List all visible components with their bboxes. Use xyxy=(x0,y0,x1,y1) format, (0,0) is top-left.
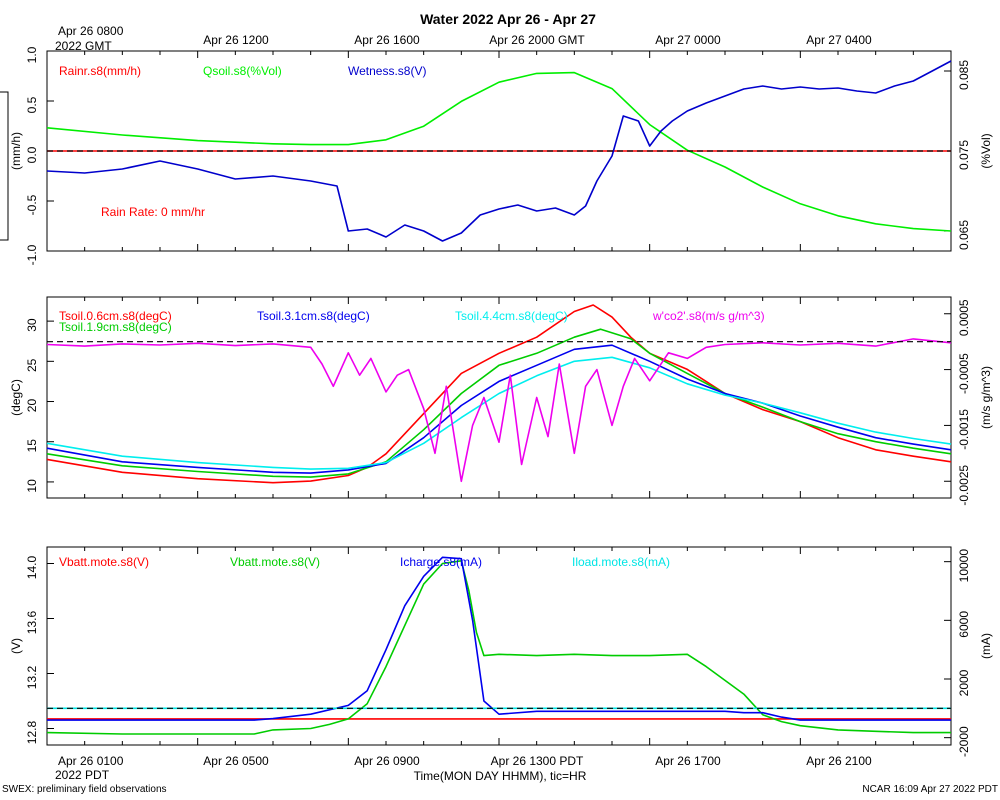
top-start-label-1: Apr 26 0800 xyxy=(58,24,124,38)
legend-label-3: Tsoil.4.4cm.s8(degC) xyxy=(455,309,568,323)
legend-label-2: Icharge.s8(mA) xyxy=(400,555,482,569)
legend-label-0: Vbatt.mote.s8(V) xyxy=(59,555,149,569)
top-tick-label-0000: Apr 27 0000 xyxy=(655,33,721,47)
y-left-tick-label: -0.5 xyxy=(25,194,39,215)
bottom-start-label-1: Apr 26 0100 xyxy=(58,754,124,768)
y-right-tick-label: 0.065 xyxy=(957,220,971,250)
y-right-axis-title: (%Vol) xyxy=(979,133,993,168)
top-start-label-2: 2022 GMT xyxy=(55,39,112,53)
y-right-tick-label: 0.085 xyxy=(957,60,971,90)
bottom-tick-label-1300: Apr 26 1300 PDT xyxy=(491,754,584,768)
legend-label-2: Wetness.s8(V) xyxy=(348,64,426,78)
top-tick-label-0400: Apr 27 0400 xyxy=(806,33,872,47)
rain-rate-annotation: Rain Rate: 0 mm/hr xyxy=(101,205,205,219)
y-left-axis-title: (degC) xyxy=(9,379,23,416)
plot-frame xyxy=(46,546,952,746)
legend-label-1: Tsoil.1.9cm.s8(degC) xyxy=(59,320,172,334)
y-right-tick-label: 6000 xyxy=(957,611,971,638)
series-line-2 xyxy=(47,556,951,721)
bottom-tick-label-0900: Apr 26 0900 xyxy=(354,754,420,768)
series-line-1 xyxy=(46,328,952,478)
y-left-tick-label: 20 xyxy=(25,399,39,413)
panel-water: 1.0 0.5 0.0 -0.5 -1.0 0.085 0.075 0.065 (mm/h) (%… xyxy=(9,46,993,265)
y-right-tick-label: 10000 xyxy=(957,549,971,583)
y-right-tick-label: -0.0025 xyxy=(957,465,971,506)
y-left-tick-label: 12.8 xyxy=(25,720,39,744)
chart-title: Water 2022 Apr 26 - Apr 27 xyxy=(420,11,596,27)
y-right-tick-label: 0.075 xyxy=(957,140,971,170)
y-left-tick-label: 25 xyxy=(25,358,39,372)
y-right-tick-label: -0.0005 xyxy=(957,353,971,394)
legend-label-3: Iload.mote.s8(mA) xyxy=(572,555,670,569)
y-left-tick-label: 10 xyxy=(25,479,39,493)
y-left-tick-label: 0.5 xyxy=(25,96,39,113)
series-line-2 xyxy=(46,344,952,474)
y-left-axis-title: (V) xyxy=(9,638,23,654)
y-left-tick-label: 1.0 xyxy=(25,46,39,63)
y-left-tick-label: 30 xyxy=(25,318,39,332)
y-right-tick-label: 2000 xyxy=(957,669,971,696)
y-left-tick-label: 13.2 xyxy=(25,665,39,689)
y-left-tick-label: -1.0 xyxy=(25,244,39,265)
top-tick-label-1200: Apr 26 1200 xyxy=(203,33,269,47)
series-line-2 xyxy=(46,60,952,242)
y-right-tick-label: 0.0005 xyxy=(957,299,971,336)
panel-battery: 14.0 13.6 13.2 12.8 10000 6000 2000 -2000 (V) (mA… xyxy=(9,546,993,757)
plot-frame xyxy=(46,296,952,499)
footer-right-note: NCAR 16:09 Apr 27 2022 PDT xyxy=(862,784,998,795)
legend-label-0: Tsoil.0.6cm.s8(degC) xyxy=(59,309,172,323)
y-right-tick-label: -0.0015 xyxy=(957,409,971,450)
legend-label-2: Tsoil.3.1cm.s8(degC) xyxy=(257,309,370,323)
series-line-1 xyxy=(46,71,952,232)
x-axis-label: Time(MON DAY HHMM), tic=HR xyxy=(414,769,587,783)
y-right-tick-label: -2000 xyxy=(957,726,971,757)
y-left-tick-label: 15 xyxy=(25,439,39,453)
y-left-tick-label: 0.0 xyxy=(25,146,39,163)
top-tick-label-1600: Apr 26 1600 xyxy=(354,33,420,47)
series-line-1 xyxy=(46,560,951,735)
left-bracket xyxy=(0,91,9,241)
chart-panels: 1.0 0.5 0.0 -0.5 -1.0 0.085 0.075 0.065 (mm/h) (%… xyxy=(9,46,993,757)
footer-left-note: SWEX: preliminary field observations xyxy=(2,784,167,795)
legend-label-1: Vbatt.mote.s8(V) xyxy=(230,555,320,569)
legend-label-4: w'co2'.s8(m/s g/m^3) xyxy=(652,309,765,323)
top-tick-label-2000: Apr 26 2000 GMT xyxy=(489,33,585,47)
legend-label-1: Qsoil.s8(%Vol) xyxy=(203,64,282,78)
bottom-tick-label-0500: Apr 26 0500 xyxy=(203,754,269,768)
legend-label-0: Rainr.s8(mm/h) xyxy=(59,64,141,78)
series-line-4 xyxy=(46,338,952,483)
y-left-axis-title: (mm/h) xyxy=(9,132,23,170)
bottom-tick-label-1700: Apr 26 1700 xyxy=(655,754,721,768)
bottom-tick-label-2100: Apr 26 2100 xyxy=(806,754,872,768)
y-left-tick-label: 13.6 xyxy=(25,610,39,634)
y-right-axis-title: (mA) xyxy=(979,633,993,659)
bottom-start-label-2: 2022 PDT xyxy=(55,768,110,782)
panel-soil_temperature_and_flux: 30 25 20 15 10 0.0005 -0.0005 -0.0015 -0.0025 (de… xyxy=(9,296,993,506)
y-right-axis-title: (m/s g/m^3) xyxy=(979,366,993,429)
y-left-tick-label: 14.0 xyxy=(25,555,39,579)
series-line-3 xyxy=(46,356,952,470)
